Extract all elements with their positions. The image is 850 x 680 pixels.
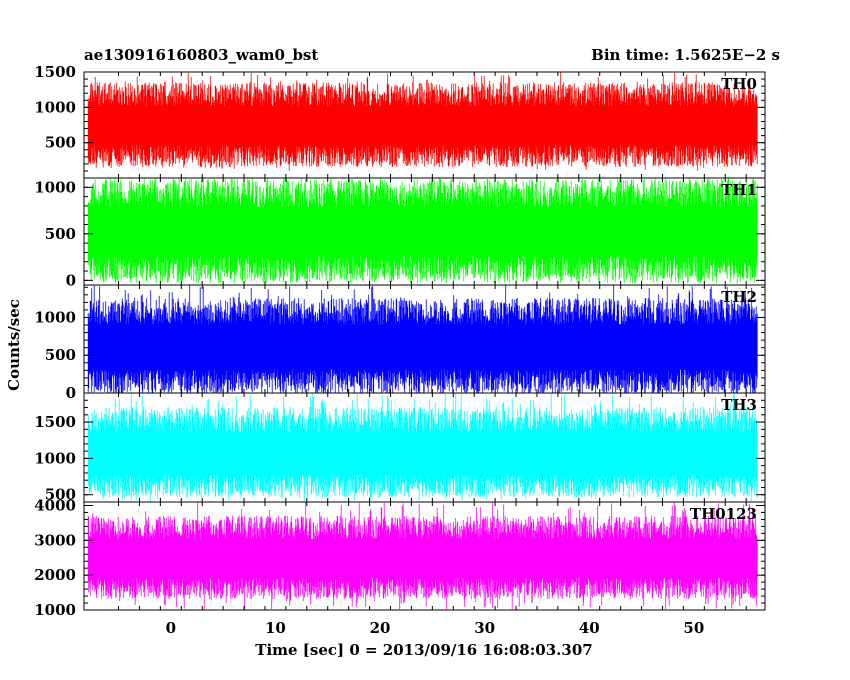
y-tick-label: 1000 <box>34 178 76 196</box>
series-th3 <box>87 393 758 502</box>
series-th1 <box>87 178 758 284</box>
x-tick-label: 30 <box>474 619 495 637</box>
y-tick-label: 500 <box>45 346 76 364</box>
panel-th2: 0 500 1000 TH2 <box>34 284 766 402</box>
x-tick-label: 50 <box>683 619 704 637</box>
panel-label-th3: TH3 <box>721 396 757 414</box>
y-tick-label: 1000 <box>34 308 76 326</box>
y-tick-label: 1500 <box>34 63 76 81</box>
y-tick-label: 2000 <box>34 566 76 584</box>
x-tick-label: 40 <box>579 619 600 637</box>
series-th0 <box>87 72 758 171</box>
panel-label-th0123: TH0123 <box>690 505 757 523</box>
y-tick-label: 3000 <box>34 531 76 549</box>
y-tick-label: 0 <box>66 271 76 289</box>
bin-time-label: Bin time: 1.5625E−2 s <box>591 46 780 64</box>
series-th0123 <box>87 502 758 610</box>
y-axis-label: Counts/sec <box>5 299 23 391</box>
panel-th0123: 1000 2000 3000 4000 TH0123 <box>34 496 766 619</box>
x-tick-label: 20 <box>370 619 391 637</box>
x-axis: 0 10 20 30 40 50 <box>166 619 705 637</box>
panel-frame <box>83 501 766 611</box>
series-th2 <box>87 285 758 393</box>
y-tick-label: 500 <box>45 225 76 243</box>
y-tick-label: 0 <box>66 384 76 402</box>
y-tick-label: 1000 <box>34 601 76 619</box>
panel-label-th1: TH1 <box>721 181 757 199</box>
panel-th1: 0 500 1000 TH1 <box>34 177 766 289</box>
panel-th3: 500 1000 1500 TH3 <box>34 392 766 504</box>
chart-title: ae130916160803_wam0_bst <box>84 46 318 64</box>
y-tick-label: 1500 <box>34 413 76 431</box>
x-tick-label: 10 <box>265 619 286 637</box>
panel-label-th2: TH2 <box>721 288 757 306</box>
x-tick-label: 0 <box>166 619 176 637</box>
y-tick-label: 4000 <box>34 496 76 514</box>
y-tick-label: 1000 <box>34 449 76 467</box>
panel-label-th0: TH0 <box>721 75 757 93</box>
y-tick-label: 1000 <box>34 98 76 116</box>
panel-th0: 500 1000 1500 TH0 <box>34 63 766 179</box>
x-axis-label: Time [sec] 0 = 2013/09/16 16:08:03.307 <box>255 641 592 659</box>
y-tick-label: 500 <box>45 134 76 152</box>
y-tick-label: 500 <box>45 486 76 504</box>
